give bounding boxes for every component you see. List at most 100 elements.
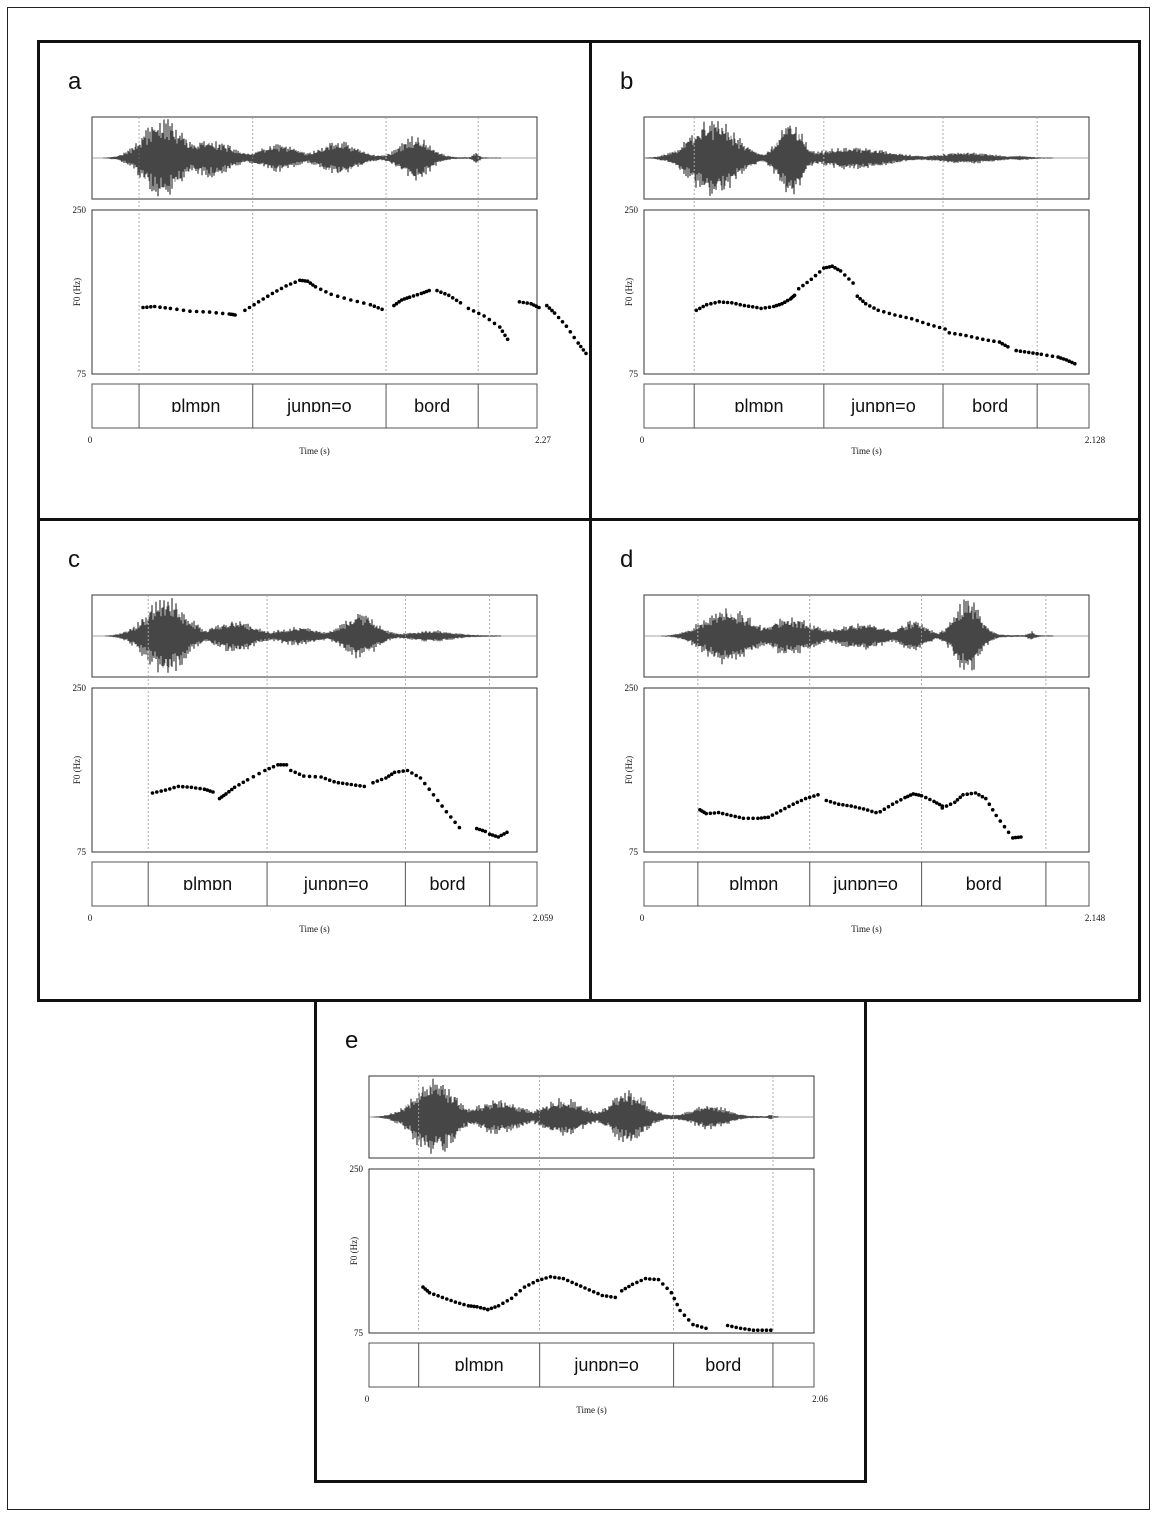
f0-point: [1022, 350, 1027, 354]
f0-point: [185, 785, 189, 789]
f0-point: [750, 305, 755, 309]
f0-point: [937, 325, 942, 330]
f0-point: [298, 278, 302, 283]
panel-letter: b: [620, 68, 633, 95]
f0-point: [801, 283, 805, 288]
y-tick-label-bottom: 75: [354, 1328, 364, 1338]
f0-segment: [517, 300, 541, 310]
y-axis-label: F0 (Hz): [72, 756, 82, 784]
f0-point: [847, 277, 851, 281]
f0-point: [193, 786, 198, 790]
f0-point: [198, 786, 202, 791]
f0-point: [496, 835, 501, 839]
f0-point: [799, 798, 804, 803]
f0-point: [335, 294, 340, 298]
f0-point: [596, 1291, 600, 1296]
f0-point: [924, 795, 928, 800]
f0-segment: [487, 830, 509, 839]
f0-point: [1006, 345, 1010, 349]
f0-point: [704, 302, 709, 307]
f0-point: [725, 1323, 730, 1328]
f0-point: [401, 769, 406, 773]
word-label: junɒn=o: [573, 1355, 639, 1375]
f0-point: [909, 316, 914, 321]
f0-point: [233, 313, 237, 317]
f0-point: [172, 785, 176, 790]
f0-point: [163, 788, 168, 792]
f0-point: [275, 289, 279, 293]
f0-point: [568, 330, 573, 334]
f0-point: [300, 278, 305, 283]
f0-point: [362, 301, 366, 305]
f0-point: [392, 770, 397, 775]
f0-point: [527, 1283, 531, 1287]
f0-segment: [796, 264, 855, 291]
f0-point: [686, 1318, 691, 1322]
word-label: bord: [972, 396, 1008, 416]
f0-point: [795, 800, 800, 805]
f0-point: [694, 308, 699, 313]
f0-point: [141, 305, 145, 310]
f0-point: [778, 809, 783, 813]
f0-point: [935, 801, 939, 805]
f0-point: [1059, 356, 1063, 360]
f0-point: [630, 1282, 635, 1287]
panel-c: c ɒlmɒn junɒn=o bord 250 75 F0 (Hz) 0 2.059 Time …: [37, 518, 592, 1002]
f0-point: [760, 1328, 764, 1332]
f0-point: [792, 293, 797, 298]
f0-point: [759, 306, 763, 311]
f0-point: [564, 324, 569, 329]
f0-point: [397, 300, 401, 304]
f0-point: [487, 317, 492, 322]
f0-point: [522, 1285, 527, 1289]
f0-point: [990, 808, 995, 812]
f0-point: [284, 284, 288, 288]
f0-point: [751, 1328, 756, 1332]
f0-point: [224, 792, 228, 796]
f0-point: [994, 813, 998, 818]
f0-point: [943, 327, 947, 331]
f0-point: [915, 318, 919, 323]
f0-point: [958, 332, 963, 337]
f0-point: [771, 304, 776, 309]
f0-point: [149, 305, 153, 309]
f0-point: [704, 811, 708, 816]
f0-segment: [392, 288, 432, 308]
f0-segment: [421, 1285, 490, 1312]
f0-point: [872, 306, 876, 310]
f0-point: [1002, 824, 1007, 829]
f0-point: [499, 833, 504, 838]
f0-point: [311, 283, 315, 287]
f0-point: [163, 306, 167, 310]
f0-point: [457, 1301, 462, 1306]
f0-point: [672, 1296, 677, 1301]
f0-segment: [466, 306, 510, 342]
f0-point: [552, 311, 557, 315]
f0-point: [201, 310, 205, 314]
f0-point: [518, 1289, 522, 1293]
f0-point: [270, 291, 275, 296]
f0-point: [604, 1294, 609, 1298]
y-tick-label-bottom: 75: [629, 369, 639, 379]
f0-point: [547, 306, 552, 310]
f0-point: [176, 784, 181, 789]
f0-point: [475, 1305, 479, 1309]
f0-point: [537, 305, 541, 310]
f0-segment: [474, 826, 488, 834]
f0-point: [824, 265, 829, 270]
f0-point: [717, 300, 722, 304]
y-axis-label: F0 (Hz): [72, 278, 82, 306]
panel-letter: d: [620, 546, 633, 573]
f0-point: [482, 314, 486, 318]
f0-point: [613, 1295, 618, 1300]
f0-point: [323, 776, 328, 781]
f0-point: [544, 1276, 548, 1280]
y-tick-label-top: 250: [350, 1164, 364, 1174]
waveform-signal: [661, 599, 1053, 671]
f0-point: [932, 324, 936, 328]
f0-point: [318, 287, 323, 292]
f0-point: [358, 784, 362, 788]
f0-point: [965, 792, 969, 796]
x-tick-label-start: 0: [88, 913, 93, 923]
f0-point: [436, 798, 440, 803]
